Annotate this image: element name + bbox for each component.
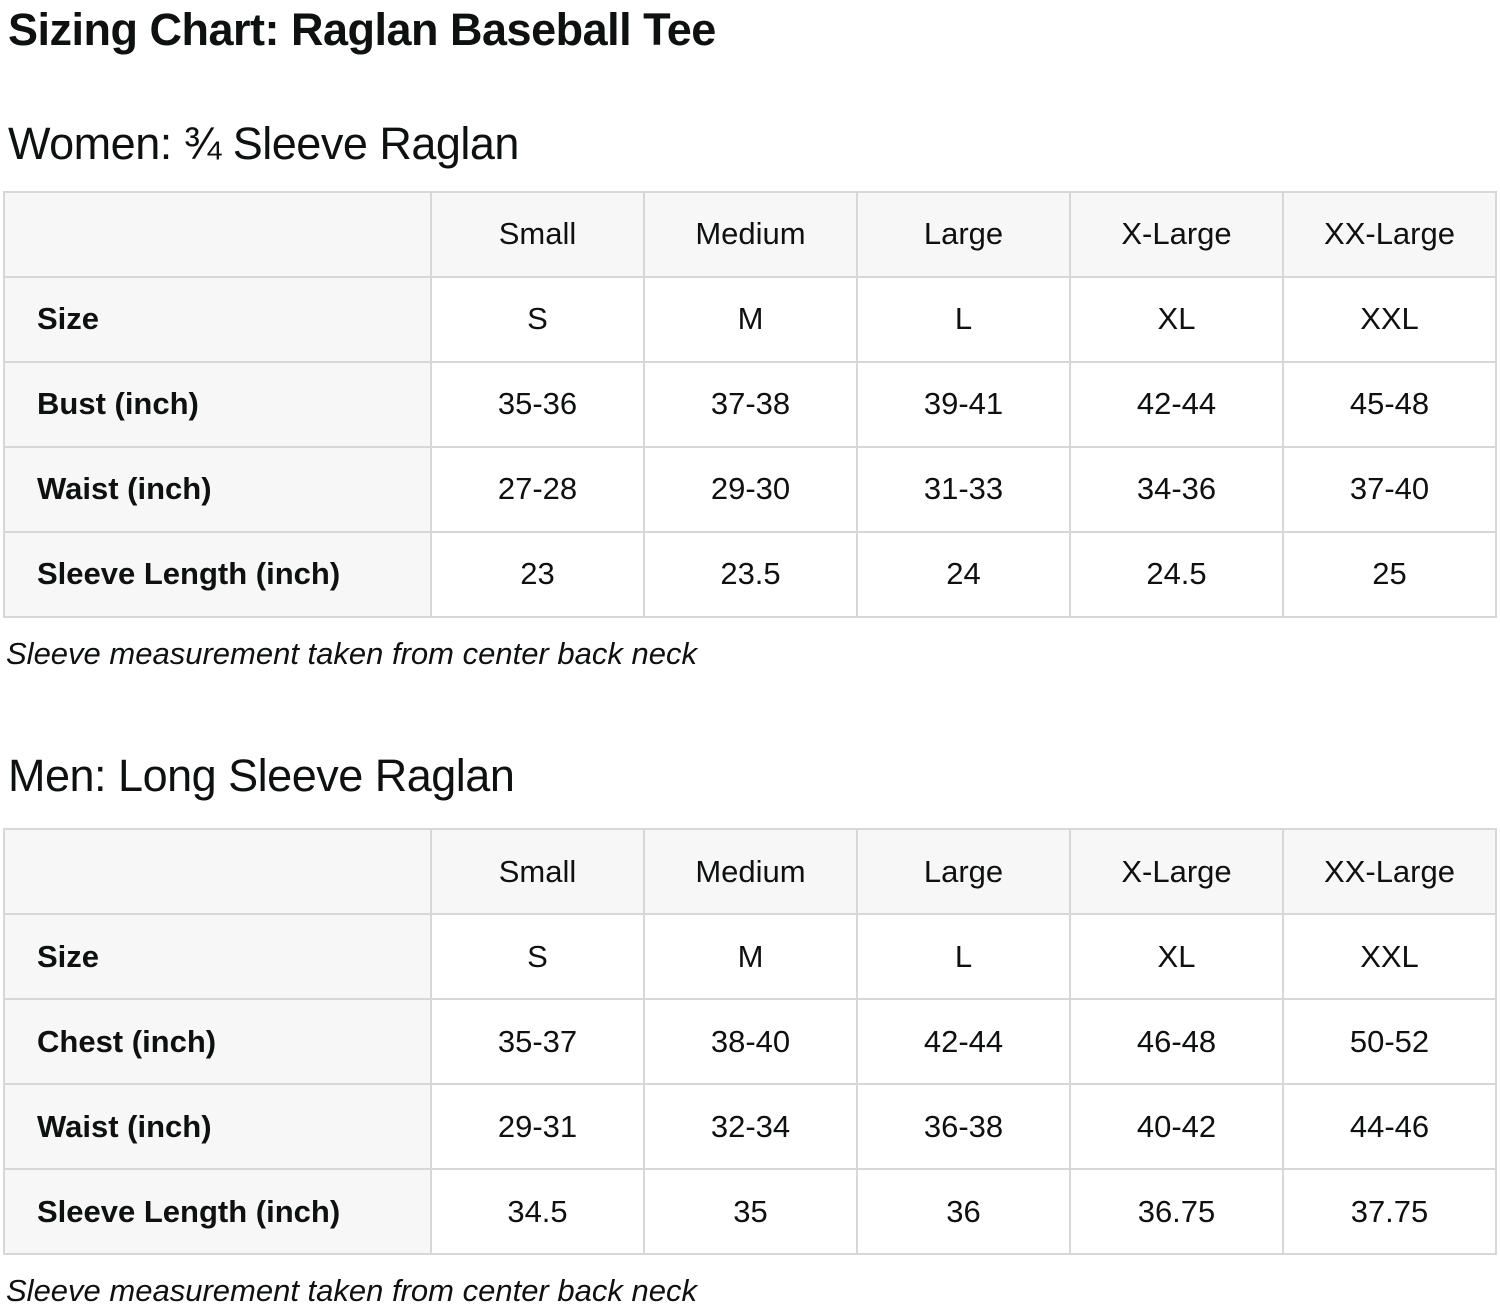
- men-waist-cell: 40-42: [1069, 1083, 1284, 1171]
- women-column-header-medium: Medium: [643, 190, 858, 278]
- women-row-size: Size S M L XL XXL: [3, 275, 1497, 363]
- men-size-cell: XXL: [1282, 913, 1497, 1001]
- women-size-cell: XXL: [1282, 275, 1497, 363]
- women-bust-cell: 37-38: [643, 360, 858, 448]
- men-header-row: Small Medium Large X-Large XX-Large: [3, 828, 1497, 916]
- men-size-cell: L: [856, 913, 1071, 1001]
- women-corner-cell: [3, 190, 432, 278]
- men-row-label-chest: Chest (inch): [3, 998, 432, 1086]
- women-waist-cell: 31-33: [856, 445, 1071, 533]
- women-row-bust: Bust (inch) 35-36 37-38 39-41 42-44 45-4…: [3, 360, 1497, 448]
- women-column-header-x-large: X-Large: [1069, 190, 1284, 278]
- men-column-header-x-large: X-Large: [1069, 828, 1284, 916]
- women-row-label-bust: Bust (inch): [3, 360, 432, 448]
- women-row-label-waist: Waist (inch): [3, 445, 432, 533]
- men-waist-cell: 44-46: [1282, 1083, 1497, 1171]
- women-bust-cell: 35-36: [430, 360, 645, 448]
- women-waist-cell: 27-28: [430, 445, 645, 533]
- men-chest-cell: 50-52: [1282, 998, 1497, 1086]
- men-column-header-small: Small: [430, 828, 645, 916]
- men-chest-cell: 46-48: [1069, 998, 1284, 1086]
- men-row-chest: Chest (inch) 35-37 38-40 42-44 46-48 50-…: [3, 998, 1497, 1086]
- men-chest-cell: 38-40: [643, 998, 858, 1086]
- women-size-cell: S: [430, 275, 645, 363]
- women-sleeve-cell: 24: [856, 530, 1071, 618]
- women-bust-cell: 39-41: [856, 360, 1071, 448]
- men-row-label-size: Size: [3, 913, 432, 1001]
- men-corner-cell: [3, 828, 432, 916]
- men-sleeve-note: Sleeve measurement taken from center bac…: [6, 1273, 697, 1309]
- men-chest-cell: 42-44: [856, 998, 1071, 1086]
- women-row-waist: Waist (inch) 27-28 29-30 31-33 34-36 37-…: [3, 445, 1497, 533]
- women-size-cell: L: [856, 275, 1071, 363]
- women-column-header-large: Large: [856, 190, 1071, 278]
- men-waist-cell: 29-31: [430, 1083, 645, 1171]
- men-sleeve-cell: 35: [643, 1168, 858, 1256]
- men-row-waist: Waist (inch) 29-31 32-34 36-38 40-42 44-…: [3, 1083, 1497, 1171]
- women-waist-cell: 34-36: [1069, 445, 1284, 533]
- men-column-header-medium: Medium: [643, 828, 858, 916]
- women-sleeve-cell: 23.5: [643, 530, 858, 618]
- women-bust-cell: 45-48: [1282, 360, 1497, 448]
- men-sleeve-cell: 36.75: [1069, 1168, 1284, 1256]
- women-sleeve-cell: 23: [430, 530, 645, 618]
- women-row-label-size: Size: [3, 275, 432, 363]
- men-size-cell: M: [643, 913, 858, 1001]
- men-row-label-sleeve-length: Sleeve Length (inch): [3, 1168, 432, 1256]
- section-heading-women: Women: ¾ Sleeve Raglan: [8, 118, 519, 170]
- women-header-row: Small Medium Large X-Large XX-Large: [3, 190, 1497, 278]
- women-sleeve-note: Sleeve measurement taken from center bac…: [6, 635, 697, 671]
- men-size-cell: S: [430, 913, 645, 1001]
- men-column-header-xx-large: XX-Large: [1282, 828, 1497, 916]
- men-sleeve-cell: 34.5: [430, 1168, 645, 1256]
- men-row-sleeve-length: Sleeve Length (inch) 34.5 35 36 36.75 37…: [3, 1168, 1497, 1256]
- page-title: Sizing Chart: Raglan Baseball Tee: [8, 4, 716, 55]
- women-row-label-sleeve-length: Sleeve Length (inch): [3, 530, 432, 618]
- men-size-cell: XL: [1069, 913, 1284, 1001]
- women-row-sleeve-length: Sleeve Length (inch) 23 23.5 24 24.5 25: [3, 530, 1497, 618]
- men-row-size: Size S M L XL XXL: [3, 913, 1497, 1001]
- women-sleeve-cell: 24.5: [1069, 530, 1284, 618]
- men-waist-cell: 32-34: [643, 1083, 858, 1171]
- men-row-label-waist: Waist (inch): [3, 1083, 432, 1171]
- men-sleeve-cell: 37.75: [1282, 1168, 1497, 1256]
- men-chest-cell: 35-37: [430, 998, 645, 1086]
- men-sleeve-cell: 36: [856, 1168, 1071, 1256]
- women-bust-cell: 42-44: [1069, 360, 1284, 448]
- women-waist-cell: 37-40: [1282, 445, 1497, 533]
- women-waist-cell: 29-30: [643, 445, 858, 533]
- men-column-header-large: Large: [856, 828, 1071, 916]
- men-waist-cell: 36-38: [856, 1083, 1071, 1171]
- women-size-table: Small Medium Large X-Large XX-Large Size…: [3, 190, 1497, 618]
- men-size-table: Small Medium Large X-Large XX-Large Size…: [3, 828, 1497, 1256]
- women-size-cell: M: [643, 275, 858, 363]
- section-men: Men: Long Sleeve Raglan Small Medium Lar…: [0, 748, 1500, 1312]
- section-women: Women: ¾ Sleeve Raglan Small Medium Larg…: [0, 116, 1500, 674]
- women-sleeve-cell: 25: [1282, 530, 1497, 618]
- women-column-header-small: Small: [430, 190, 645, 278]
- women-column-header-xx-large: XX-Large: [1282, 190, 1497, 278]
- section-heading-men: Men: Long Sleeve Raglan: [8, 749, 515, 801]
- women-size-cell: XL: [1069, 275, 1284, 363]
